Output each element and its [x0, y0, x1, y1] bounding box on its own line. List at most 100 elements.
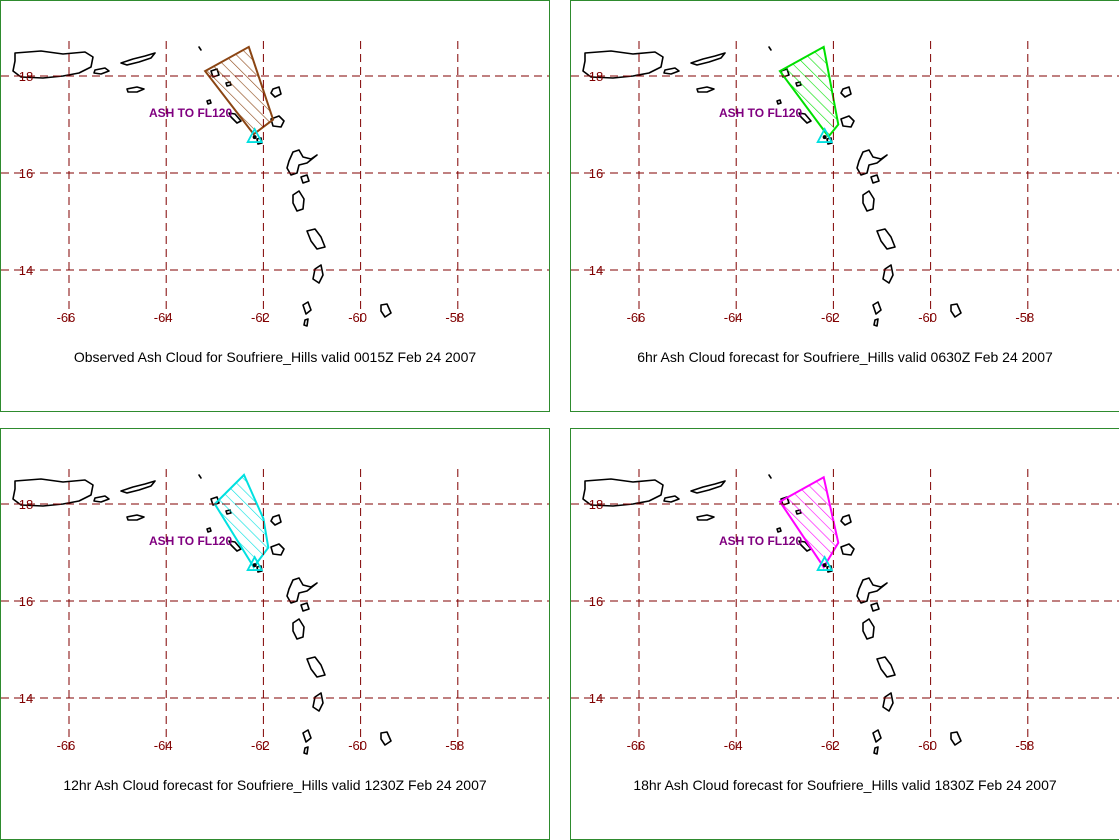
lon-tick-label: -64 [154, 738, 173, 753]
volcano-marker-icon [816, 127, 834, 143]
lat-tick-label: 14 [589, 263, 603, 278]
volcano-marker-icon [246, 127, 264, 143]
lat-tick-label: 18 [19, 69, 33, 84]
island-dominica [862, 618, 875, 640]
volcano-vent-icon [822, 563, 827, 568]
island-antigua [840, 543, 855, 556]
island-st-croix [126, 514, 145, 521]
island-st-lucia [882, 264, 894, 284]
lat-tick-label: 14 [589, 691, 603, 706]
island-dominica [862, 190, 875, 212]
panel-observed: -66 -64 -62 -60 -58 18 16 14 ASH TO FL120 Observ… [0, 0, 550, 412]
island-st-vincent [302, 301, 312, 315]
island-vieques [663, 67, 680, 75]
island-martinique [876, 228, 896, 250]
lon-tick-label: -62 [821, 310, 840, 325]
island-barbados [950, 303, 962, 318]
coastlines [12, 474, 392, 755]
lat-tick-label: 16 [19, 166, 33, 181]
island-st-lucia [882, 692, 894, 712]
island-grenadines [873, 746, 879, 755]
island-marie-galante [300, 174, 310, 184]
lon-tick-label: -58 [1015, 738, 1034, 753]
island-st-kitts [228, 540, 242, 552]
lat-lon-grid [1, 469, 549, 754]
lon-tick-label: -60 [918, 738, 937, 753]
island-antigua [840, 115, 855, 128]
lat-tick-label: 16 [589, 166, 603, 181]
island-saba [206, 527, 212, 533]
lon-tick-label: -64 [724, 738, 743, 753]
island-saba [776, 99, 782, 105]
coastlines [582, 46, 962, 327]
ash-cloud-polygon [778, 45, 840, 139]
map-observed: -66 -64 -62 -60 -58 18 16 14 ASH TO FL120 [1, 41, 549, 327]
ash-level-label: ASH TO FL120 [719, 534, 802, 548]
ash-cloud-polygon [778, 475, 840, 569]
island-vieques [663, 495, 680, 503]
island-guadeloupe [856, 577, 888, 604]
island-guadeloupe [856, 149, 888, 176]
lon-tick-label: -58 [1015, 310, 1034, 325]
coastlines [582, 474, 962, 755]
island-martinique [876, 656, 896, 678]
island-barbados [380, 303, 392, 318]
caption-observed: Observed Ash Cloud for Soufriere_Hills v… [73, 349, 477, 365]
island-saba [206, 99, 212, 105]
island-st-kitts [228, 112, 242, 124]
lat-tick-label: 18 [19, 497, 33, 512]
island-barbuda [270, 86, 282, 98]
island-barbuda [840, 86, 852, 98]
island-st-vincent [872, 729, 882, 743]
lat-lon-grid [571, 469, 1119, 754]
lat-tick-label: 14 [19, 263, 33, 278]
lat-lon-grid [571, 41, 1119, 326]
island-barbuda [840, 514, 852, 526]
island-vieques [93, 495, 110, 503]
island-puerto-rico [12, 478, 94, 507]
island-grenadines [303, 746, 309, 755]
island-barbados [950, 731, 962, 746]
island-vieques [93, 67, 110, 75]
panel-forecast-6hr: -66 -64 -62 -60 -58 18 16 14 ASH TO FL120 6hr As… [570, 0, 1119, 412]
island-puerto-rico [582, 50, 664, 79]
lon-tick-label: -64 [154, 310, 173, 325]
island-dominica [292, 618, 305, 640]
island-st-vincent [872, 301, 882, 315]
map-forecast-18hr: -66 -64 -62 -60 -58 18 16 14 ASH TO FL120 [571, 469, 1119, 755]
island-marie-galante [870, 602, 880, 612]
island-anguilla [198, 474, 202, 479]
map-forecast-12hr: -66 -64 -62 -60 -58 18 16 14 ASH TO FL120 [1, 469, 549, 755]
island-virgin-islands [120, 480, 156, 494]
island-marie-galante [300, 602, 310, 612]
lat-tick-label: 16 [589, 594, 603, 609]
island-martinique [306, 228, 326, 250]
ash-level-label: ASH TO FL120 [149, 534, 232, 548]
lon-tick-label: -66 [57, 310, 76, 325]
island-marie-galante [870, 174, 880, 184]
lat-lon-grid [1, 41, 549, 326]
ash-cloud-polygon [203, 45, 275, 136]
island-antigua [270, 543, 285, 556]
volcano-marker-icon [246, 555, 264, 571]
lon-tick-label: -62 [251, 310, 270, 325]
volcano-vent-icon [252, 563, 257, 568]
lon-tick-label: -60 [918, 310, 937, 325]
lon-tick-label: -60 [348, 738, 367, 753]
island-st-croix [696, 514, 715, 521]
island-grenadines [873, 318, 879, 327]
caption-forecast-18hr: 18hr Ash Cloud forecast for Soufriere_Hi… [633, 777, 1057, 793]
volcano-vent-icon [252, 135, 257, 140]
island-st-lucia [312, 264, 324, 284]
ash-level-label: ASH TO FL120 [719, 106, 802, 120]
island-virgin-islands [120, 52, 156, 66]
island-anguilla [768, 46, 772, 51]
lon-tick-label: -64 [724, 310, 743, 325]
lon-tick-label: -60 [348, 310, 367, 325]
lon-tick-label: -58 [445, 738, 464, 753]
lon-tick-label: -66 [627, 310, 646, 325]
ash-level-label: ASH TO FL120 [149, 106, 232, 120]
lon-tick-label: -58 [445, 310, 464, 325]
island-dominica [292, 190, 305, 212]
map-forecast-6hr: -66 -64 -62 -60 -58 18 16 14 ASH TO FL120 [571, 41, 1119, 327]
